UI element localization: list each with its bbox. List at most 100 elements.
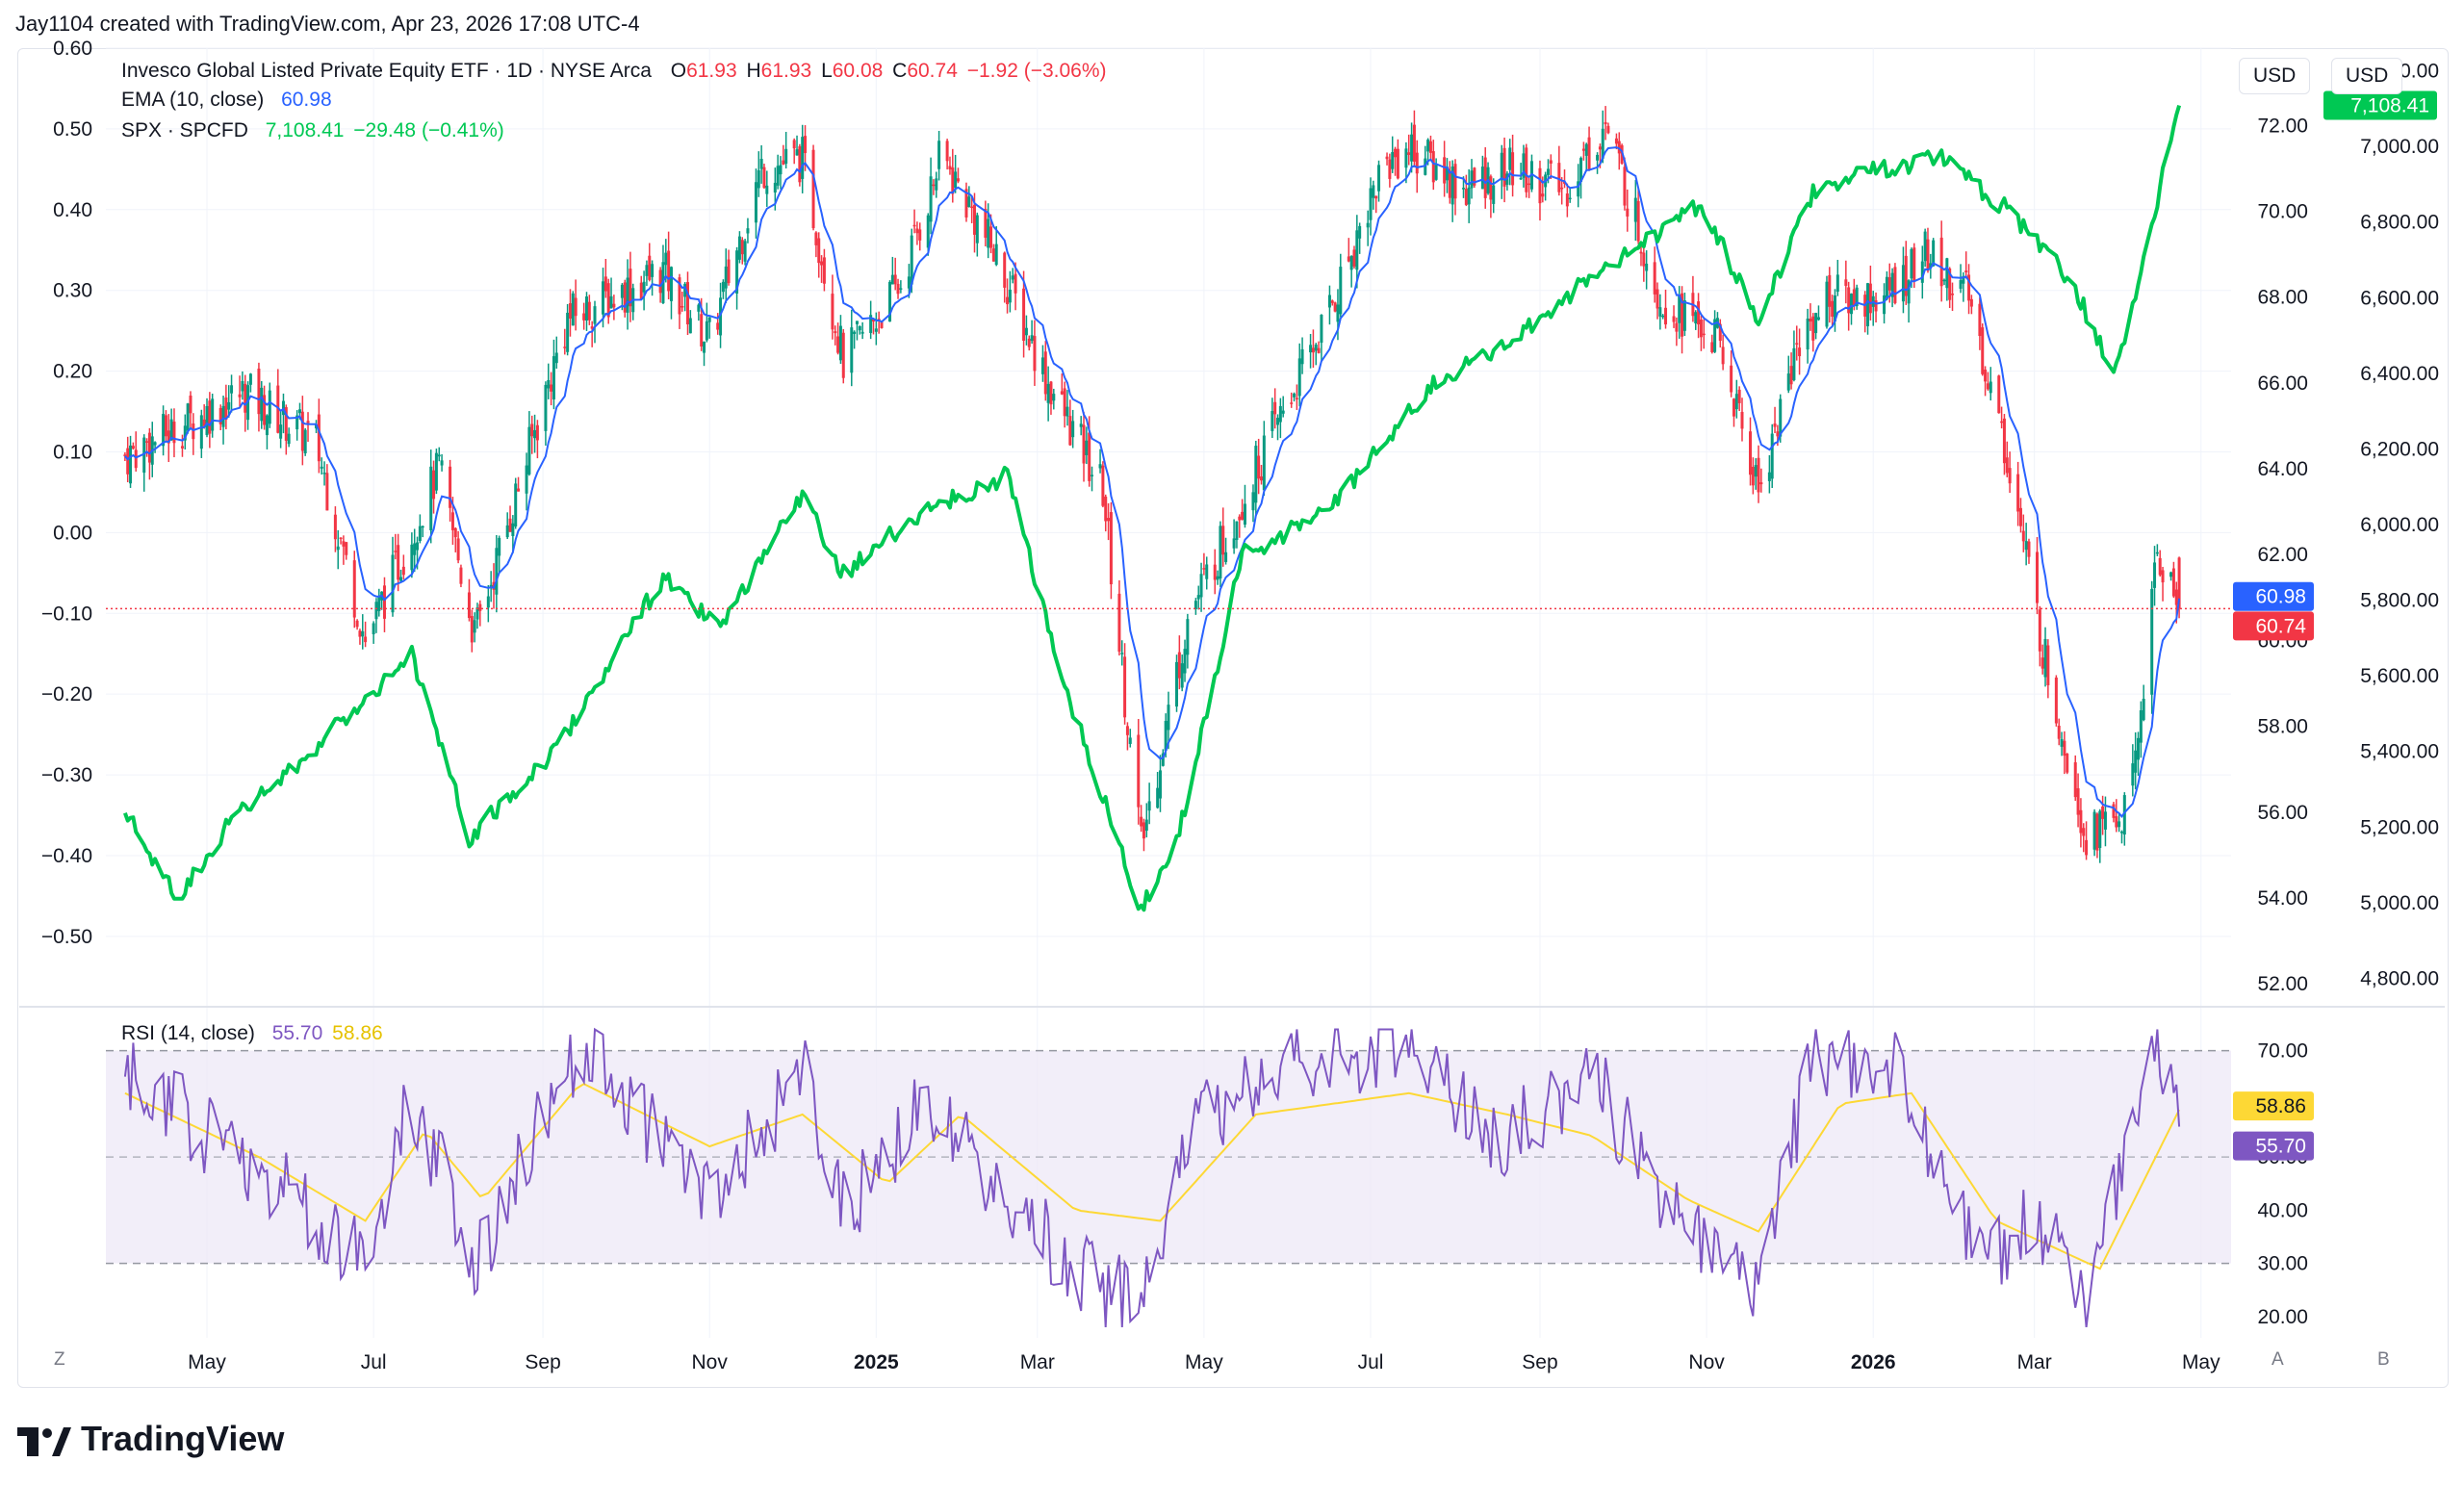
candle-body-128 [609, 295, 613, 309]
candle-body-453 [1852, 289, 1856, 307]
candle-body-298 [1259, 476, 1263, 481]
time-tick-7: Jul [1358, 1351, 1384, 1373]
candle-body-77 [416, 542, 420, 551]
left-tick-1: 0.50 [53, 118, 92, 141]
candle-body-25 [218, 407, 222, 424]
candle-body-354 [1473, 167, 1476, 186]
candle-body-264 [1128, 737, 1132, 744]
candle-body-414 [1702, 333, 1706, 336]
candle-body-254 [1091, 475, 1094, 476]
candle-body-380 [1577, 181, 1580, 197]
spx-tick-5: 6,200.00 [2360, 438, 2439, 460]
left-tick-10: −0.40 [41, 845, 92, 867]
candle-body-284 [1205, 564, 1209, 579]
candle-body-221 [967, 196, 971, 208]
candle-body-229 [994, 244, 998, 266]
candle-body-347 [1448, 170, 1451, 198]
candle-body-481 [1962, 275, 1965, 284]
candle-body-490 [1997, 375, 2001, 414]
legend-open-value: 61.93 [686, 60, 737, 82]
candle-body-248 [1068, 416, 1072, 446]
candle-body-181 [814, 232, 818, 245]
candle-body-17 [186, 403, 190, 431]
candle-body-189 [841, 332, 845, 378]
candle-body-66 [374, 602, 378, 620]
candle-body-275 [1175, 661, 1179, 707]
time-axis: May Jul Sep Nov 2025 Mar May Jul Sep Nov 2026 Mar Ma… [188, 1351, 2220, 1373]
candle-body-462 [1887, 277, 1891, 291]
candle-body-175 [792, 140, 796, 149]
price-tick-10: 52.00 [2257, 973, 2308, 995]
candle-body-312 [1314, 345, 1318, 351]
candle-body-260 [1117, 593, 1121, 653]
candle-body-153 [705, 321, 708, 341]
zoom-reset-button[interactable]: Z [54, 1349, 65, 1370]
spx-tick-6: 6,000.00 [2360, 514, 2439, 536]
candle-body-142 [664, 252, 668, 266]
scale-mode-button[interactable]: B [2377, 1349, 2390, 1370]
candle-body-452 [1850, 294, 1854, 315]
candle-body-208 [915, 228, 919, 234]
currency-button-spx[interactable]: USD [2331, 58, 2403, 94]
candle-body-131 [623, 282, 627, 313]
candle-body-192 [855, 321, 859, 324]
candle-body-187 [836, 336, 840, 353]
time-tick-9: Nov [1688, 1351, 1725, 1373]
candle-body-375 [1557, 163, 1561, 192]
candle-body-238 [1030, 335, 1034, 342]
candle-body-159 [727, 259, 731, 284]
candle-body-393 [1623, 167, 1627, 206]
candle-body-355 [1480, 167, 1484, 190]
currency-button-price[interactable]: USD [2239, 58, 2311, 94]
candle-body-233 [1011, 275, 1014, 280]
candle-body-38 [265, 415, 269, 436]
candle-body-431 [1770, 433, 1774, 479]
spx-tick-2: 6,800.00 [2360, 212, 2439, 234]
candle-body-536 [2171, 568, 2175, 597]
candle-body-382 [1581, 148, 1585, 151]
candle-body-234 [1014, 273, 1017, 294]
candle-body-257 [1104, 496, 1108, 522]
candle-body-432 [1773, 423, 1777, 427]
candle-body-512 [2079, 809, 2083, 834]
candle-body-304 [1281, 410, 1285, 414]
candle-body-52 [320, 466, 323, 469]
tradingview-logo[interactable]: TradingView [17, 1419, 284, 1459]
legend-ema-label: EMA (10, close) [121, 89, 265, 111]
left-tick-11: −0.50 [41, 926, 92, 948]
candle-body-475 [1939, 237, 1943, 287]
candle-body-46 [298, 409, 302, 414]
candle-body-333 [1394, 148, 1398, 158]
candle-body-272 [1161, 753, 1165, 766]
candle-body-370 [1538, 167, 1542, 204]
price-tick-9: 54.00 [2257, 887, 2308, 910]
candle-body-331 [1388, 159, 1392, 179]
candle-body-226 [987, 218, 990, 248]
candle-body-261 [1120, 653, 1124, 654]
candle-body-27 [224, 397, 228, 421]
candle-body-463 [1890, 272, 1894, 297]
candle-body-502 [2040, 657, 2044, 669]
candle-body-172 [779, 165, 783, 175]
candle-body-140 [658, 269, 662, 294]
candle-body-32 [244, 383, 247, 413]
candle-body-446 [1828, 274, 1832, 307]
candle-body-480 [1959, 280, 1963, 289]
auto-scale-button[interactable]: A [2272, 1349, 2284, 1370]
candle-body-469 [1912, 247, 1916, 282]
rsi-guides [106, 1049, 2231, 1265]
candle-body-58 [342, 541, 346, 547]
candle-body-232 [1008, 289, 1012, 303]
candle-body-270 [1156, 787, 1160, 808]
candle-body-492 [2002, 418, 2006, 464]
candle-body-4 [134, 449, 138, 469]
candle-body-204 [899, 288, 903, 290]
candle-body-185 [831, 294, 834, 330]
candle-body-104 [517, 488, 521, 492]
spx-tick-10: 5,200.00 [2360, 816, 2439, 838]
candle-body-403 [1661, 315, 1665, 318]
candle-body-240 [1040, 357, 1044, 374]
candle-body-3 [131, 446, 135, 449]
candle-body-487 [1984, 369, 1988, 382]
